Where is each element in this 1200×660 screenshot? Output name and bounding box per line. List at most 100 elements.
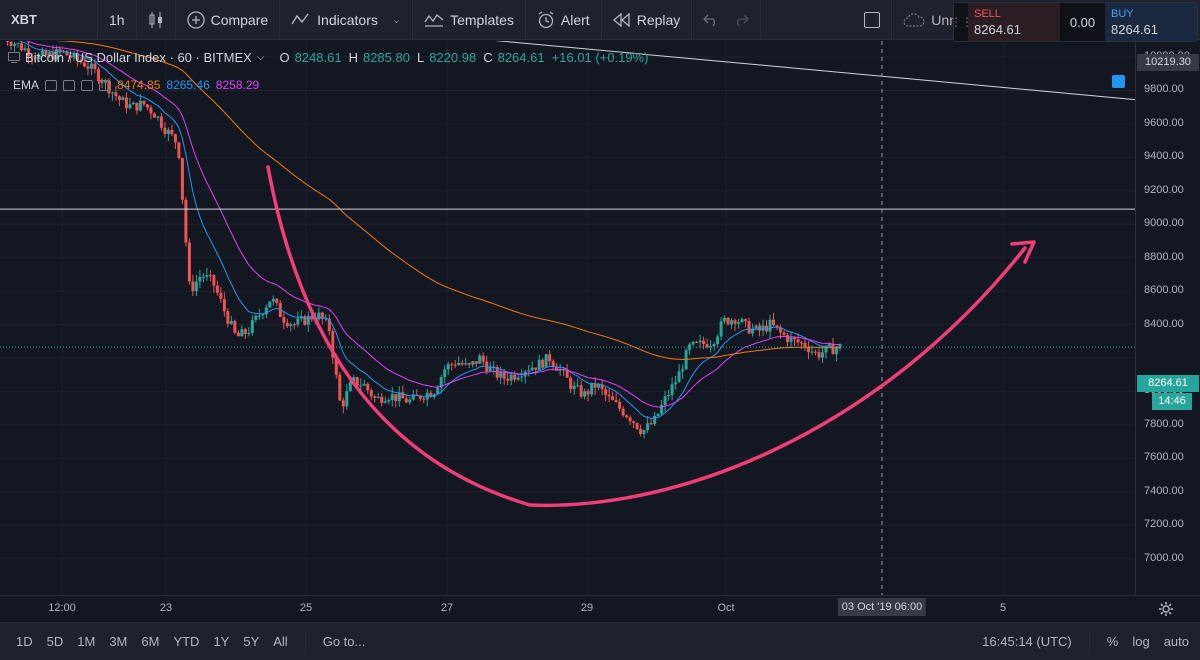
candle-body xyxy=(149,107,153,114)
candle-body xyxy=(516,377,520,380)
candle-body xyxy=(376,396,380,398)
range-button[interactable]: 1Y xyxy=(213,634,230,649)
candle-body xyxy=(838,344,842,349)
symbol-search[interactable]: XBT xyxy=(0,0,98,40)
candle-body xyxy=(800,342,804,344)
range-button[interactable]: 5Y xyxy=(243,634,260,649)
change-value: +16.01 (+0.19%) xyxy=(551,50,649,65)
candle-body xyxy=(810,351,814,353)
candle-body xyxy=(19,43,23,51)
candle-body xyxy=(282,317,286,323)
candle-body xyxy=(226,311,230,324)
buy-label: BUY xyxy=(1111,8,1134,20)
price-label: 9200.00 xyxy=(1144,183,1184,196)
candle-body xyxy=(712,343,716,346)
percent-toggle[interactable]: % xyxy=(1106,634,1119,649)
buy-button[interactable]: BUY 8264.61 xyxy=(1105,3,1197,41)
price-scale[interactable]: 10000.009800.009600.009400.009200.009000… xyxy=(1112,41,1200,595)
candle-body xyxy=(296,318,300,325)
candle-body xyxy=(600,384,604,390)
gear-icon[interactable] xyxy=(1158,601,1174,617)
templates-icon xyxy=(424,13,444,27)
candle-body xyxy=(660,404,664,414)
drag-handle-icon[interactable]: ⋮⋮ xyxy=(950,15,973,29)
candle-body xyxy=(677,371,681,383)
chart-canvas[interactable]: + xyxy=(0,41,1135,595)
projection-arrow xyxy=(1010,240,1036,264)
candle-body xyxy=(338,374,342,401)
time-scale[interactable]: 12:00 23 25 27 29 Oct 5 03 Oct '19 06:00 xyxy=(0,595,1200,622)
interval-button[interactable]: 1h xyxy=(98,0,137,40)
range-button[interactable]: All xyxy=(273,634,288,649)
templates-button[interactable]: Templates xyxy=(413,0,526,40)
more-icon[interactable] xyxy=(99,79,112,91)
range-button[interactable]: 1M xyxy=(77,634,96,649)
candle-body xyxy=(138,100,142,111)
range-button[interactable]: 5D xyxy=(46,634,64,649)
chart-type-button[interactable] xyxy=(137,0,176,40)
log-toggle[interactable]: log xyxy=(1132,634,1150,649)
chart-pane[interactable]: + xyxy=(0,41,1135,595)
sell-price: 8264.61 xyxy=(974,22,1021,37)
range-button[interactable]: 1D xyxy=(16,634,33,649)
candle-body xyxy=(520,376,524,378)
candle-body xyxy=(422,398,426,400)
price-label: 7400.00 xyxy=(1144,484,1184,497)
fullscreen-button[interactable] xyxy=(853,0,893,40)
candle-body xyxy=(331,331,335,358)
candle-body xyxy=(110,92,114,94)
high-value: 8285.80 xyxy=(362,50,410,65)
time-label: 5 xyxy=(999,602,1007,614)
candle-body xyxy=(632,421,636,424)
candle-body xyxy=(628,417,632,422)
candle-body xyxy=(401,392,405,399)
chart-settings-icon[interactable] xyxy=(1112,75,1125,88)
candle-body xyxy=(317,312,321,320)
replay-button[interactable]: Replay xyxy=(602,0,693,40)
candle-body xyxy=(268,301,272,308)
candle-body xyxy=(156,116,160,118)
auto-toggle[interactable]: auto xyxy=(1163,634,1189,649)
ema-label: EMA xyxy=(13,78,40,92)
candle-body xyxy=(744,319,748,321)
indicators-button[interactable]: Indicators ⌄ xyxy=(280,0,414,40)
candle-body xyxy=(275,298,279,304)
settings-icon[interactable] xyxy=(63,79,76,91)
candle-body xyxy=(730,320,734,325)
candle-body xyxy=(236,332,240,337)
candle-body xyxy=(114,92,118,97)
candle-body xyxy=(527,370,531,372)
eye-icon[interactable] xyxy=(45,79,58,91)
candle-body xyxy=(44,50,48,56)
candle-body xyxy=(667,394,671,397)
clock-label[interactable]: 16:45:14 (UTC) xyxy=(982,634,1072,649)
interval-label: 1h xyxy=(109,11,125,28)
range-button[interactable]: 6M xyxy=(141,634,160,649)
candle-body xyxy=(817,352,821,358)
candle-body xyxy=(579,385,583,397)
candle-body xyxy=(215,285,219,293)
chevron-down-icon[interactable]: ⌵ xyxy=(256,52,265,63)
time-label: 27 xyxy=(440,602,454,614)
close-icon[interactable] xyxy=(81,79,94,91)
redo-icon[interactable] xyxy=(733,13,750,27)
range-button[interactable]: 3M xyxy=(109,634,128,649)
candle-body xyxy=(51,52,55,60)
candle-body xyxy=(814,351,818,353)
compare-button[interactable]: Compare xyxy=(176,0,281,40)
candle-body xyxy=(625,415,629,418)
candle-body xyxy=(5,41,9,42)
candle-body xyxy=(128,104,132,109)
candle-body xyxy=(607,394,611,397)
goto-button[interactable]: Go to... xyxy=(322,634,366,649)
candle-body xyxy=(754,325,758,329)
candle-body xyxy=(142,100,146,105)
range-button[interactable]: YTD xyxy=(173,634,200,649)
alert-button[interactable]: Alert xyxy=(526,0,602,40)
candle-body xyxy=(716,336,720,344)
sell-button[interactable]: SELL 8264.61 xyxy=(968,3,1060,41)
candle-body xyxy=(723,317,727,322)
candle-body xyxy=(303,316,307,325)
undo-icon[interactable] xyxy=(703,13,719,27)
candle-body xyxy=(803,342,807,347)
